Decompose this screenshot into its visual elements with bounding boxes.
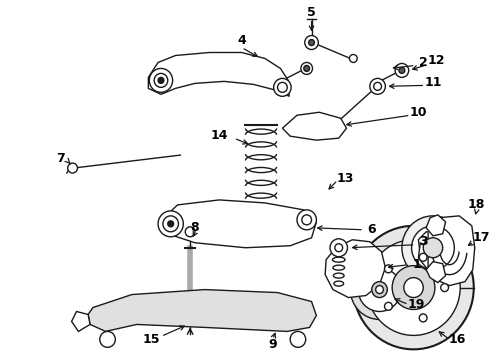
Circle shape bbox=[185, 227, 195, 237]
Text: 2: 2 bbox=[419, 56, 428, 69]
Text: 19: 19 bbox=[408, 298, 425, 311]
Circle shape bbox=[304, 66, 310, 71]
Circle shape bbox=[330, 239, 347, 257]
Text: 11: 11 bbox=[424, 76, 441, 89]
Text: 9: 9 bbox=[269, 338, 277, 351]
Circle shape bbox=[374, 82, 382, 90]
Polygon shape bbox=[426, 262, 445, 283]
Circle shape bbox=[423, 238, 442, 258]
Text: 15: 15 bbox=[143, 333, 160, 346]
Text: 16: 16 bbox=[448, 333, 466, 346]
Circle shape bbox=[301, 62, 313, 75]
Circle shape bbox=[163, 216, 178, 232]
Circle shape bbox=[305, 36, 318, 50]
Text: 5: 5 bbox=[307, 6, 316, 19]
Circle shape bbox=[399, 67, 405, 73]
Circle shape bbox=[158, 211, 183, 237]
Polygon shape bbox=[72, 311, 90, 332]
Circle shape bbox=[273, 78, 291, 96]
Text: 18: 18 bbox=[468, 198, 486, 211]
Polygon shape bbox=[88, 289, 317, 332]
Circle shape bbox=[441, 284, 448, 292]
Polygon shape bbox=[418, 232, 428, 255]
Polygon shape bbox=[426, 215, 445, 236]
Ellipse shape bbox=[332, 257, 345, 262]
Circle shape bbox=[290, 332, 306, 347]
Circle shape bbox=[185, 306, 195, 316]
Circle shape bbox=[392, 266, 435, 310]
Text: 1: 1 bbox=[412, 258, 421, 271]
Circle shape bbox=[358, 268, 401, 311]
Circle shape bbox=[402, 216, 464, 280]
Polygon shape bbox=[161, 200, 317, 248]
Circle shape bbox=[154, 73, 168, 87]
Circle shape bbox=[68, 163, 77, 173]
Circle shape bbox=[376, 285, 384, 293]
Circle shape bbox=[367, 240, 460, 336]
Text: 14: 14 bbox=[211, 129, 228, 142]
Circle shape bbox=[309, 40, 315, 45]
Circle shape bbox=[297, 210, 317, 230]
Circle shape bbox=[100, 332, 115, 347]
Circle shape bbox=[419, 314, 427, 322]
Text: 13: 13 bbox=[337, 171, 354, 185]
Polygon shape bbox=[418, 243, 428, 268]
Text: 17: 17 bbox=[473, 231, 490, 244]
Circle shape bbox=[395, 63, 409, 77]
Polygon shape bbox=[426, 216, 475, 285]
Circle shape bbox=[149, 68, 172, 92]
Text: 12: 12 bbox=[427, 54, 444, 67]
Text: 6: 6 bbox=[368, 223, 376, 236]
Ellipse shape bbox=[334, 281, 343, 286]
Circle shape bbox=[168, 221, 173, 227]
Circle shape bbox=[349, 54, 357, 62]
Circle shape bbox=[335, 244, 343, 252]
Circle shape bbox=[302, 215, 312, 225]
Circle shape bbox=[385, 265, 392, 273]
Circle shape bbox=[385, 302, 392, 310]
Circle shape bbox=[158, 77, 164, 84]
Polygon shape bbox=[325, 240, 385, 298]
Polygon shape bbox=[148, 53, 289, 96]
Ellipse shape bbox=[333, 265, 344, 270]
Text: 8: 8 bbox=[191, 221, 199, 234]
Circle shape bbox=[404, 278, 423, 298]
Circle shape bbox=[412, 226, 454, 270]
Text: 10: 10 bbox=[410, 106, 427, 119]
Text: 3: 3 bbox=[419, 235, 428, 248]
Text: 7: 7 bbox=[56, 152, 65, 165]
Circle shape bbox=[372, 282, 387, 298]
Text: 4: 4 bbox=[237, 34, 246, 47]
Circle shape bbox=[353, 226, 474, 349]
Circle shape bbox=[350, 260, 409, 319]
Ellipse shape bbox=[333, 273, 344, 278]
Circle shape bbox=[370, 78, 385, 94]
Circle shape bbox=[419, 253, 427, 261]
Circle shape bbox=[277, 82, 287, 92]
Polygon shape bbox=[282, 112, 346, 140]
